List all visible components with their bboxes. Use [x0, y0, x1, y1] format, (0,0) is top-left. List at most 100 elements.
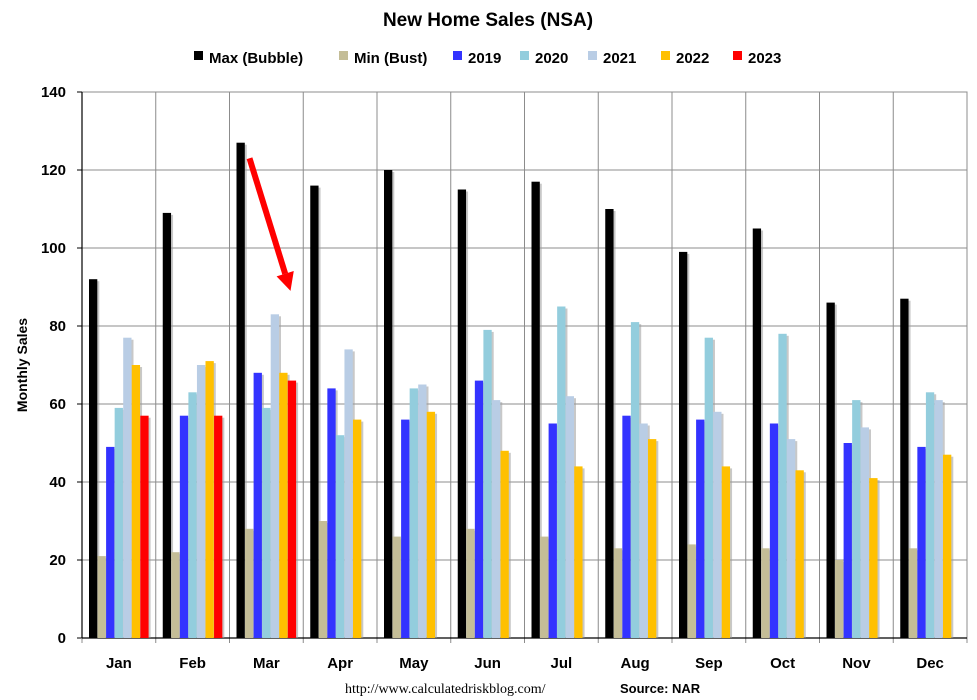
- bar-2020-oct: [778, 333, 787, 638]
- bar-2021-dec: [934, 400, 943, 638]
- x-tick-label: Dec: [916, 655, 944, 672]
- bar-max-bubble--oct: [752, 228, 762, 638]
- bar-2022-sep: [721, 466, 731, 638]
- bar-max-bubble--jun: [457, 189, 467, 638]
- bar-2022-may: [426, 411, 436, 638]
- bar-min-bust--apr: [318, 521, 328, 638]
- bar-2021-oct: [786, 439, 796, 638]
- bar-2022-jun: [500, 450, 509, 638]
- bar-2019-jul: [548, 423, 557, 638]
- y-tick-label: 120: [41, 162, 66, 179]
- x-tick-label: May: [399, 655, 429, 672]
- bar-2019-dec: [917, 446, 926, 638]
- bar-2020-jun: [483, 329, 492, 638]
- bar-2021-apr: [344, 349, 353, 638]
- legend-label: 2021: [603, 50, 636, 67]
- bar-2022-apr: [353, 419, 362, 638]
- bar-min-bust--jul: [540, 536, 549, 638]
- bar-2021-nov: [860, 427, 869, 638]
- bar-max-bubble--nov: [826, 302, 835, 638]
- x-tick-label: Jan: [106, 655, 132, 672]
- bar-2023-jan: [140, 415, 149, 638]
- bar-min-bust--nov: [835, 560, 844, 638]
- y-tick-label: 40: [49, 474, 66, 491]
- legend: Max (Bubble) Min (Bust) 2019 2020 2021 2022 20…: [194, 50, 781, 67]
- legend-swatch: [339, 51, 348, 60]
- bar-2022-jul: [574, 466, 583, 638]
- bar-2021-aug: [639, 423, 648, 638]
- bar-2022-nov: [869, 478, 878, 638]
- bar-2022-aug: [648, 439, 657, 638]
- bar-2019-aug: [622, 415, 631, 638]
- bar-min-bust--may: [392, 536, 401, 638]
- bar-max-bubble--sep: [679, 251, 688, 638]
- bar-max-bubble--mar: [236, 142, 245, 638]
- bar-2020-may: [409, 388, 418, 638]
- bar-2021-mar: [270, 314, 279, 638]
- bar-max-bubble--apr: [310, 185, 319, 638]
- bar-2023-feb: [214, 415, 223, 638]
- bar-2021-may: [418, 384, 427, 638]
- bar-2019-jan: [106, 446, 115, 638]
- bar-2020-apr: [335, 435, 345, 638]
- chart-title: New Home Sales (NSA): [383, 10, 593, 31]
- bar-2019-mar: [253, 372, 262, 638]
- bar-max-bubble--aug: [605, 209, 614, 638]
- x-tick-label: Jun: [474, 655, 501, 672]
- bar-2019-sep: [696, 419, 705, 638]
- bar-2022-feb: [205, 361, 214, 638]
- legend-label: 2020: [535, 50, 568, 67]
- bar-min-bust--aug: [613, 548, 623, 638]
- legend-label: 2019: [468, 50, 501, 67]
- bar-max-bubble--dec: [900, 298, 909, 638]
- bar-2019-oct: [769, 423, 779, 638]
- legend-label: 2023: [748, 50, 781, 67]
- legend-swatch: [453, 51, 462, 60]
- bar-2020-sep: [704, 337, 713, 638]
- bar-max-bubble--jan: [89, 279, 98, 638]
- bar-min-bust--mar: [245, 528, 254, 638]
- y-tick-label: 60: [49, 396, 66, 413]
- y-axis-label: Monthly Sales: [14, 318, 30, 412]
- annotation-arrow-head: [276, 271, 294, 291]
- annotation-arrow-shaft: [246, 157, 289, 275]
- bar-2019-feb: [179, 415, 189, 638]
- bar-2019-may: [401, 419, 410, 638]
- x-tick-label: Oct: [770, 655, 795, 672]
- bar-min-bust--feb: [171, 552, 180, 638]
- source-label: Source: NAR: [620, 681, 701, 696]
- legend-label: 2022: [676, 50, 709, 67]
- x-tick-label: Sep: [695, 655, 723, 672]
- y-tick-label: 20: [49, 552, 66, 569]
- legend-swatch: [194, 51, 203, 60]
- bar-2020-jan: [114, 407, 123, 638]
- x-tick-label: Jul: [551, 655, 573, 672]
- bar-max-bubble--may: [384, 170, 393, 638]
- bar-2020-mar: [262, 407, 271, 638]
- x-tick-label: Aug: [621, 655, 650, 672]
- bar-2021-jan: [123, 337, 132, 638]
- source-url: http://www.calculatedriskblog.com/: [345, 682, 546, 697]
- y-tick-label: 0: [58, 630, 66, 647]
- bar-2020-nov: [852, 400, 861, 638]
- bar-2021-jun: [491, 400, 501, 638]
- legend-label: Min (Bust): [354, 50, 427, 67]
- bar-max-bubble--jul: [531, 181, 540, 638]
- legend-label: Max (Bubble): [209, 50, 303, 67]
- bar-min-bust--sep: [687, 544, 696, 638]
- bar-2020-feb: [188, 392, 197, 638]
- x-tick-label: Mar: [253, 655, 280, 672]
- bar-2022-oct: [795, 470, 804, 638]
- plot-area: 0 20 40 60 80 100 120 140 Jan Feb Mar Apr May Jun Jul A…: [41, 84, 968, 672]
- y-tick-label: 100: [41, 240, 66, 257]
- legend-swatch: [588, 51, 597, 60]
- bar-2020-aug: [630, 322, 640, 638]
- bar-2022-mar: [279, 372, 288, 638]
- legend-swatch: [661, 51, 670, 60]
- bar-2022-jan: [131, 365, 141, 638]
- bar-2019-jun: [474, 380, 484, 638]
- bar-min-bust--dec: [908, 548, 918, 638]
- bar-2021-sep: [713, 411, 722, 638]
- bar-2023-mar: [287, 380, 297, 638]
